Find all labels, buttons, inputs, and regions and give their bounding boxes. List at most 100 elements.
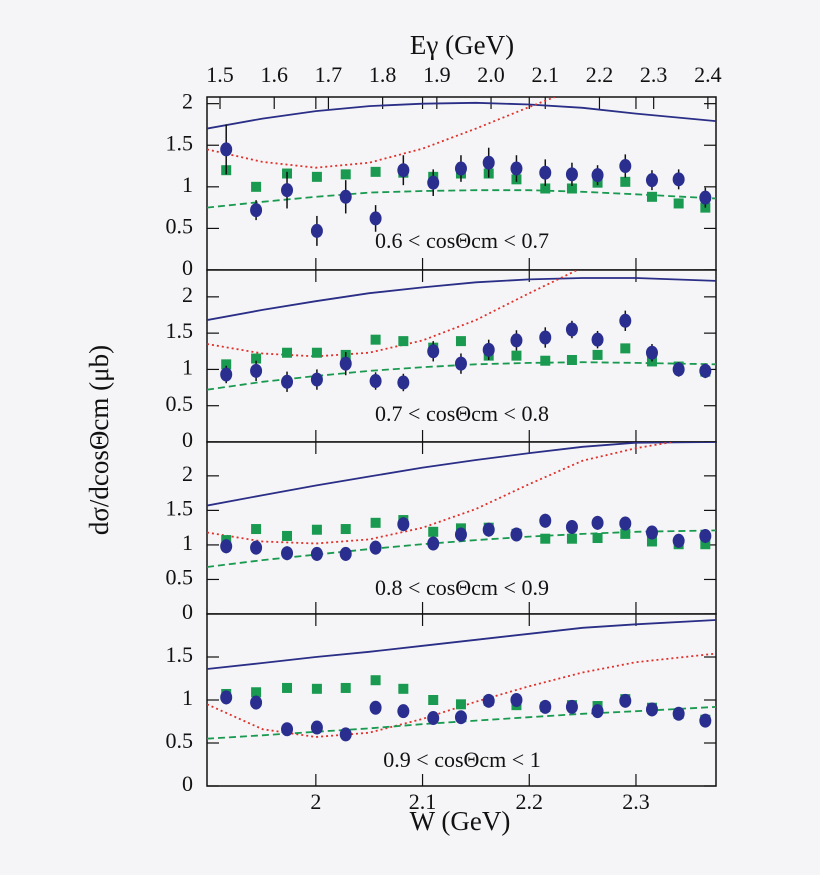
circle-point (591, 515, 604, 530)
circle-point (250, 363, 263, 378)
circle-point (250, 203, 263, 218)
x-axis-label: W (GeV) (410, 806, 511, 836)
y-tick-label: 2 (182, 89, 193, 114)
circle-point (565, 519, 578, 534)
curve (207, 277, 716, 321)
y-tick-label: 0.5 (166, 391, 194, 416)
square-point (540, 533, 551, 544)
circle-point (482, 522, 495, 537)
circle-point (672, 172, 685, 187)
circle-point (539, 699, 552, 714)
y-tick-label: 1.5 (166, 318, 194, 343)
circle-point (281, 183, 294, 198)
square-point (566, 533, 577, 544)
top-tick-label: 2.0 (477, 62, 505, 87)
circle-point (699, 363, 712, 378)
square-point (251, 353, 262, 364)
square-point (620, 343, 631, 354)
circle-point (397, 163, 410, 178)
y-tick-label: 0.5 (166, 728, 194, 753)
circle-point (220, 367, 233, 382)
circle-point (281, 546, 294, 561)
panel: 0 0.5 1 1.5 2 2.1 2.2 2.3 0.9 < cosΘcm < 1 (166, 613, 717, 814)
square-point (340, 524, 351, 535)
circle-point (369, 211, 382, 226)
x-tick-label: 2.3 (622, 789, 650, 814)
top-tick-label: 1.7 (315, 62, 343, 87)
panel: 0 0.5 1 1.5 2 1.5 1.6 1.7 1.8 1.9 2.0 2.1 2.2 2.3 2.4 0… (166, 62, 722, 280)
circle-point (699, 713, 712, 728)
square-point (620, 176, 631, 187)
y-tick-label: 1 (182, 685, 193, 710)
square-point (282, 530, 293, 541)
circle-point (619, 313, 632, 328)
circle-point (619, 516, 632, 531)
circle-point (339, 546, 352, 561)
square-point (311, 683, 322, 694)
y-tick-label: 0 (182, 771, 193, 796)
circle-point (645, 173, 658, 188)
annotation: 0.9 < cosΘcm < 1 (383, 747, 540, 772)
circle-point (339, 727, 352, 742)
y-tick-label: 1.5 (166, 642, 194, 667)
circle-point (454, 527, 467, 542)
square-point (251, 687, 262, 698)
circle-point (310, 223, 323, 238)
circle-point (427, 536, 440, 551)
circle-point (565, 167, 578, 182)
circle-point (310, 546, 323, 561)
square-point (428, 695, 439, 705)
curve (207, 619, 716, 670)
square-point (673, 198, 684, 209)
annotation: 0.6 < cosΘcm < 0.7 (375, 228, 549, 253)
y-tick-label: 2 (182, 461, 193, 486)
square-point (592, 533, 603, 544)
circle-point (699, 528, 712, 543)
circle-point (397, 704, 410, 719)
plot-area (206, 96, 717, 271)
x-tick-label: 2.1 (409, 789, 437, 814)
annotation: 0.7 < cosΘcm < 0.8 (375, 401, 549, 426)
square-point (398, 336, 409, 347)
curve (207, 270, 578, 358)
circle-point (397, 375, 410, 390)
top-tick-label: 1.6 (260, 62, 288, 87)
circle-point (539, 513, 552, 528)
annotation: 0.8 < cosΘcm < 0.9 (375, 575, 549, 600)
curve (207, 442, 673, 545)
circle-point (369, 700, 382, 715)
square-point (428, 526, 439, 537)
circle-point (672, 362, 685, 377)
square-point (370, 166, 381, 177)
y-tick-label: 0 (182, 599, 193, 624)
circle-point (645, 525, 658, 540)
top-axis-label: Eγ (GeV) (410, 30, 514, 60)
square-point (511, 350, 522, 361)
y-tick-label: 0 (182, 255, 193, 280)
square-point (646, 536, 657, 547)
square-point (540, 183, 551, 194)
square-point (620, 528, 631, 539)
square-point (646, 191, 657, 202)
circle-point (369, 374, 382, 389)
circle-point (645, 345, 658, 360)
circle-point (250, 695, 263, 710)
circle-point (250, 540, 263, 555)
panel: 0 0.5 1 1.5 2 0.8 < cosΘcm < 0.9 (166, 441, 717, 624)
square-point (700, 539, 711, 550)
square-point (455, 699, 466, 710)
y-tick-label: 2 (182, 282, 193, 307)
top-tick-label: 1.5 (206, 62, 234, 87)
circle-point (591, 332, 604, 347)
top-tick-label: 2.2 (586, 62, 614, 87)
square-point (540, 355, 551, 366)
circle-point (427, 711, 440, 726)
y-tick-label: 1 (182, 172, 193, 197)
circle-point (220, 539, 233, 554)
y-tick-label: 0 (182, 427, 193, 452)
circle-point (427, 175, 440, 190)
square-point (370, 334, 381, 345)
circle-point (510, 333, 523, 348)
circle-point (591, 704, 604, 719)
square-point (566, 354, 577, 365)
